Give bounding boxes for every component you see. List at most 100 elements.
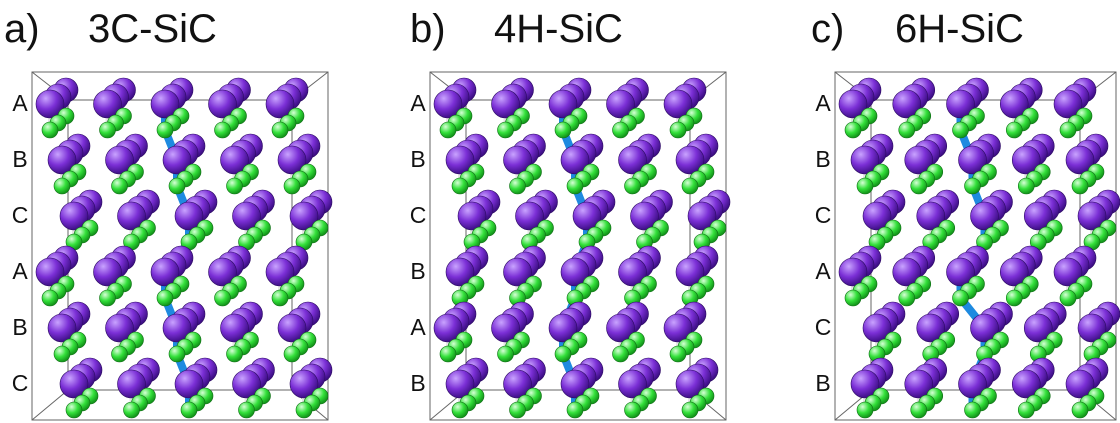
silicon-atom — [916, 313, 946, 343]
stacking-letter: C — [409, 202, 427, 228]
silicon-atom — [862, 313, 892, 343]
silicon-atom — [162, 145, 192, 175]
carbon-atom — [65, 401, 83, 419]
silicon-atom — [150, 89, 180, 119]
silicon-atom — [1053, 89, 1083, 119]
carbon-atom — [554, 121, 572, 139]
silicon-atom — [491, 89, 520, 119]
carbon-atom — [41, 121, 59, 139]
silicon-atom — [663, 89, 693, 119]
silicon-atom — [1023, 313, 1053, 343]
carbon-atom — [612, 345, 629, 363]
stacking-letter: B — [410, 370, 426, 396]
silicon-atom — [93, 89, 122, 119]
silicon-atom — [35, 257, 65, 287]
carbon-atom — [439, 345, 457, 363]
panel-4h: b) 4H-SiC A B C B A B — [398, 0, 758, 423]
silicon-atom — [1011, 145, 1041, 175]
polytype-name: 3C-SiC — [88, 7, 217, 51]
carbon-atom — [509, 177, 526, 195]
silicon-atom — [892, 89, 922, 119]
silicon-atom — [433, 89, 463, 119]
carbon-atom — [681, 401, 699, 419]
silicon-atom — [850, 369, 880, 399]
carbon-atom — [214, 289, 231, 307]
silicon-atom — [93, 257, 122, 287]
panel-title: b) 4H-SiC — [410, 6, 623, 52]
silicon-atom — [675, 369, 705, 399]
stacking-letter: B — [12, 314, 28, 340]
silicon-atom — [491, 313, 520, 343]
silicon-atom — [47, 145, 77, 175]
stacking-letter: A — [12, 258, 28, 284]
carbon-atom — [111, 177, 128, 195]
carbon-atom — [566, 401, 584, 419]
carbon-atom — [612, 121, 629, 139]
carbon-atom — [99, 121, 116, 139]
silicon-atom — [560, 257, 590, 287]
cell-outer-edge — [429, 71, 727, 421]
stacking-letter: A — [410, 90, 426, 116]
carbon-atom — [53, 177, 71, 195]
carbon-atom — [1017, 177, 1035, 195]
silicon-atom — [515, 201, 544, 231]
carbon-atom — [439, 121, 457, 139]
silicon-atom — [618, 369, 647, 399]
silicon-atom — [838, 257, 868, 287]
silicon-atom — [892, 257, 922, 287]
stacking-letter: A — [815, 90, 831, 116]
carbon-atom — [910, 177, 928, 195]
silicon-atom — [150, 257, 180, 287]
cell-outer-edge — [834, 71, 1117, 421]
carbon-atom — [1071, 177, 1089, 195]
panel-3c: a) 3C-SiC A B C A B C — [0, 0, 360, 423]
carbon-atom — [856, 177, 874, 195]
carbon-atom — [681, 177, 699, 195]
panel-title: a) 3C-SiC — [4, 6, 217, 52]
carbon-atom — [1059, 121, 1077, 139]
carbon-atom — [964, 401, 981, 419]
carbon-atom — [964, 177, 981, 195]
carbon-atom — [123, 401, 140, 419]
silicon-atom — [35, 89, 65, 119]
silicon-atom — [663, 313, 693, 343]
silicon-atom — [117, 369, 146, 399]
silicon-atom — [208, 257, 237, 287]
carbon-atom — [156, 121, 174, 139]
silicon-atom — [1065, 369, 1095, 399]
silicon-atom — [265, 257, 295, 287]
carbon-atom — [41, 289, 59, 307]
crystal-structure — [31, 71, 333, 421]
silicon-atom — [946, 257, 975, 287]
carbon-atom — [497, 121, 514, 139]
silicon-atom — [675, 145, 705, 175]
panel-label: c) — [811, 7, 845, 51]
silicon-atom — [548, 89, 578, 119]
silicon-atom — [904, 145, 934, 175]
carbon-atom — [1005, 289, 1023, 307]
silicon-atom — [162, 313, 192, 343]
silicon-atom — [958, 145, 987, 175]
silicon-atom — [675, 257, 705, 287]
silicon-atom — [59, 201, 89, 231]
stacking-letter: C — [814, 202, 832, 228]
silicon-atom — [1011, 369, 1041, 399]
polytype-name: 4H-SiC — [494, 7, 623, 51]
silicon-atom — [457, 201, 487, 231]
silicon-atom — [560, 369, 590, 399]
silicon-atom — [1077, 201, 1107, 231]
carbon-atom — [451, 401, 469, 419]
silicon-atom — [105, 313, 134, 343]
carbon-atom — [898, 121, 916, 139]
carbon-atom — [53, 345, 71, 363]
silicon-atom — [970, 313, 999, 343]
stacking-letter: B — [815, 370, 831, 396]
silicon-atom — [289, 369, 319, 399]
atom-layer — [35, 77, 333, 419]
silicon-atom — [1077, 313, 1107, 343]
carbon-atom — [669, 345, 687, 363]
silicon-atom — [916, 201, 946, 231]
silicon-atom — [232, 369, 261, 399]
silicon-atom — [445, 369, 475, 399]
stacking-letter: B — [12, 146, 28, 172]
